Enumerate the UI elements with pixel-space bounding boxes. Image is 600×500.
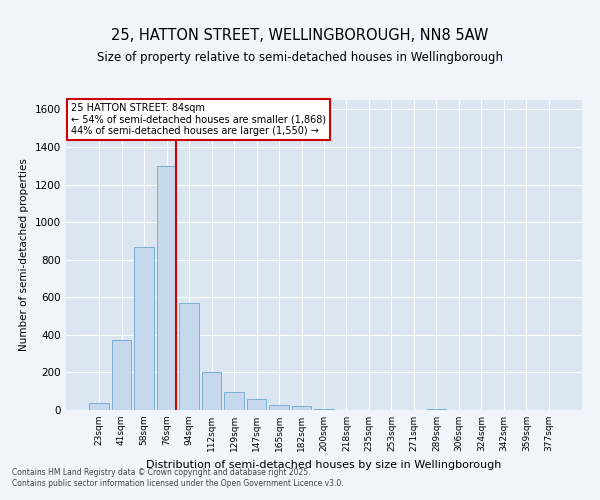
Text: Contains HM Land Registry data © Crown copyright and database right 2025.
Contai: Contains HM Land Registry data © Crown c… [12,468,344,487]
Bar [89,404,109,410]
Bar [112,340,131,410]
Y-axis label: Number of semi-detached properties: Number of semi-detached properties [19,158,29,352]
Text: Size of property relative to semi-detached houses in Wellingborough: Size of property relative to semi-detach… [97,51,503,64]
Bar [202,372,221,410]
Bar [157,166,176,410]
Text: 25, HATTON STREET, WELLINGBOROUGH, NN8 5AW: 25, HATTON STREET, WELLINGBOROUGH, NN8 5… [112,28,488,42]
Bar [134,246,154,410]
Bar [292,406,311,410]
Bar [247,398,266,410]
X-axis label: Distribution of semi-detached houses by size in Wellingborough: Distribution of semi-detached houses by … [146,460,502,469]
Bar [427,409,446,410]
Bar [314,409,334,410]
Text: 25 HATTON STREET: 84sqm
← 54% of semi-detached houses are smaller (1,868)
44% of: 25 HATTON STREET: 84sqm ← 54% of semi-de… [71,103,326,136]
Bar [179,303,199,410]
Bar [224,392,244,410]
Bar [269,406,289,410]
